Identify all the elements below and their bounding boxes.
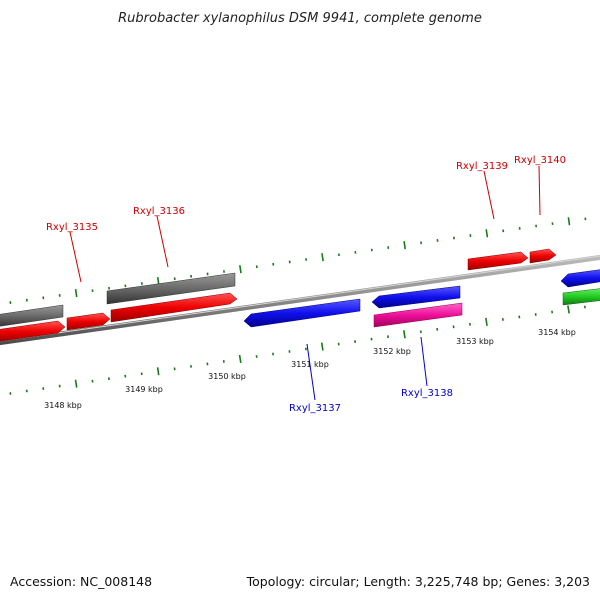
genome-backbone xyxy=(0,254,600,346)
scale-label: 3153 kbp xyxy=(456,337,494,346)
accession-text: Accession: NC_008148 xyxy=(10,574,152,589)
gene-label-leaders xyxy=(69,165,541,401)
scale-label: 3149 kbp xyxy=(125,385,163,394)
gene-arrow-left-red[interactable] xyxy=(0,320,66,342)
genome-backbone-highlight xyxy=(0,255,600,342)
scale-labels: 3148 kbp 3149 kbp 3150 kbp 3151 kbp 3152… xyxy=(44,328,576,410)
scale-label: 3150 kbp xyxy=(208,372,246,381)
leader-rxyl-3139 xyxy=(483,170,495,220)
lower-scale-major-tick xyxy=(403,330,406,339)
scale-label: 3154 kbp xyxy=(538,328,576,337)
scale-label: 3152 kbp xyxy=(373,347,411,356)
gene-arrow-rxyl-3136[interactable] xyxy=(110,292,238,323)
gene-arrow-rxyl-3140[interactable] xyxy=(529,248,557,264)
lower-scale-major-tick xyxy=(238,354,242,364)
leader-rxyl-3140 xyxy=(538,165,541,216)
gene-arrow-left-gray[interactable] xyxy=(0,304,64,327)
upper-scale-major-tick xyxy=(321,253,324,262)
gene-arrow-rxyl-3138[interactable] xyxy=(373,302,463,328)
upper-scale-major-tick xyxy=(74,288,78,298)
gene-label-rxyl-3135[interactable]: Rxyl_3135 xyxy=(46,222,98,233)
upper-scale-ticks xyxy=(9,217,587,305)
lower-scale-major-tick xyxy=(485,317,488,326)
lower-scale-ticks xyxy=(9,305,586,395)
upper-scale-major-tick xyxy=(567,217,571,226)
leader-rxyl-3135 xyxy=(69,231,82,283)
gene-arrow-rxyl-3137[interactable] xyxy=(243,298,361,328)
gene-label-rxyl-3137[interactable]: Rxyl_3137 xyxy=(289,403,341,414)
plus-strand-genes xyxy=(0,248,600,342)
lower-scale-major-tick xyxy=(320,342,324,351)
gene-label-rxyl-3138[interactable]: Rxyl_3138 xyxy=(401,388,453,399)
gene-arrow-rxyl-3135[interactable] xyxy=(66,312,111,331)
scale-label: 3148 kbp xyxy=(44,401,82,410)
gene-arrow-right-green[interactable] xyxy=(562,288,600,306)
leader-rxyl-3138 xyxy=(420,336,428,387)
gene-label-rxyl-3140[interactable]: Rxyl_3140 xyxy=(514,155,566,166)
gene-label-rxyl-3139[interactable]: Rxyl_3139 xyxy=(456,161,508,172)
genome-stats-text: Topology: circular; Length: 3,225,748 bp… xyxy=(246,574,590,589)
upper-scale-major-tick xyxy=(403,241,406,250)
leader-rxyl-3137 xyxy=(306,343,316,401)
gene-arrow-rxyl-3136-gray[interactable] xyxy=(106,272,236,305)
lower-scale-major-tick xyxy=(74,379,78,388)
upper-scale-major-tick xyxy=(239,265,242,274)
lower-scale-major-tick xyxy=(567,305,570,314)
page-title: Rubrobacter xylanophilus DSM 9941, compl… xyxy=(118,11,482,26)
lower-scale-major-tick xyxy=(156,367,160,376)
leader-rxyl-3136 xyxy=(156,215,169,268)
upper-scale-major-tick xyxy=(485,229,489,238)
gene-label-rxyl-3136[interactable]: Rxyl_3136 xyxy=(133,206,185,217)
gene-labels: Rxyl_3135 Rxyl_3136 Rxyl_3137 Rxyl_3138 … xyxy=(46,155,566,414)
gene-arrow-rxyl-3139[interactable] xyxy=(467,251,529,271)
gene-arrow-rxyl-3138-blue[interactable] xyxy=(371,285,461,309)
minus-strand-genes xyxy=(243,269,600,328)
gene-arrow-right-blue[interactable] xyxy=(560,269,600,288)
